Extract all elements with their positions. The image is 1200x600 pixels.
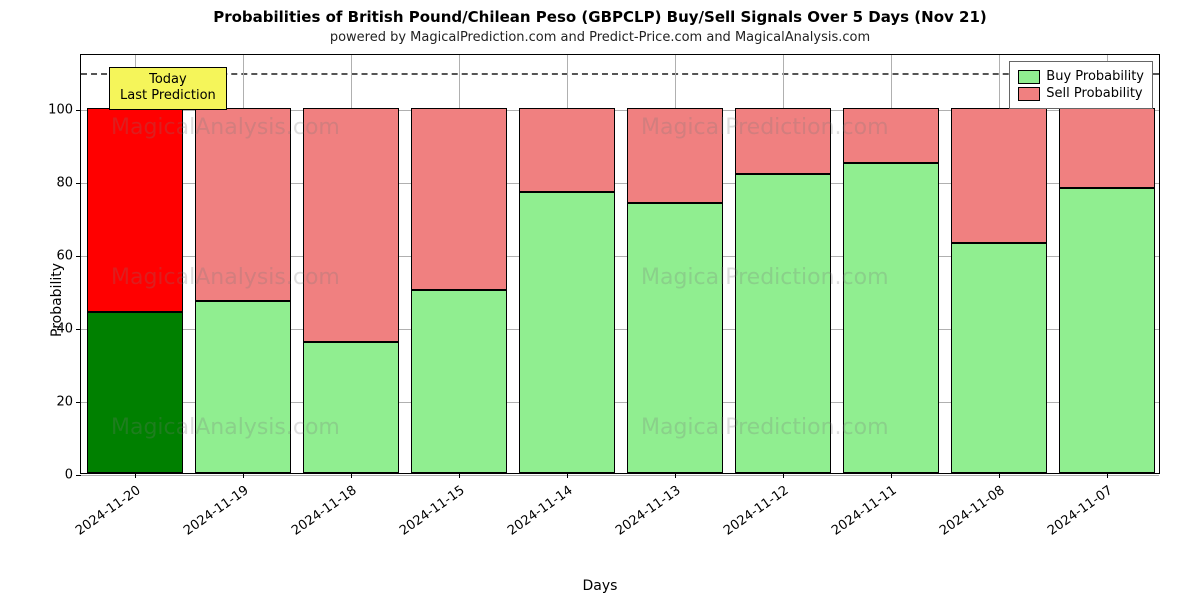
xtick-mark [135,473,136,478]
xtick-label: 2024-11-14 [505,483,576,539]
chart-subtitle: powered by MagicalPrediction.com and Pre… [0,30,1200,45]
legend-item: Sell Probability [1018,86,1144,101]
ytick-mark [76,110,81,111]
x-axis-label: Days [0,578,1200,594]
ytick-label: 0 [33,468,73,483]
bar-slot [87,53,182,473]
bar-slot [843,53,938,473]
ytick-mark [76,256,81,257]
xtick-mark [567,473,568,478]
legend-swatch [1018,70,1040,84]
xtick-mark [351,473,352,478]
today-annotation-line2: Last Prediction [120,88,216,104]
bar-sell [303,108,398,342]
bar-buy [951,243,1046,473]
bar-sell [843,108,938,163]
bar-buy [87,312,182,473]
bar-sell [627,108,722,203]
bar-slot [519,53,614,473]
bar-buy [843,163,938,473]
bar-slot [627,53,722,473]
ytick-label: 40 [33,321,73,336]
bar-buy [1059,188,1154,473]
bar-buy [195,301,290,473]
xtick-mark [891,473,892,478]
bar-sell [411,108,506,291]
xtick-label: 2024-11-12 [721,483,792,539]
chart-title: Probabilities of British Pound/Chilean P… [0,8,1200,26]
chart-container: Probabilities of British Pound/Chilean P… [0,0,1200,600]
xtick-label: 2024-11-20 [73,483,144,539]
bar-slot [1059,53,1154,473]
bar-sell [519,108,614,192]
xtick-mark [783,473,784,478]
legend-label: Buy Probability [1046,69,1144,84]
bar-sell [87,108,182,313]
xtick-label: 2024-11-07 [1045,483,1116,539]
ytick-label: 80 [33,175,73,190]
ytick-label: 20 [33,394,73,409]
bar-slot [735,53,830,473]
plot-area: 0204060801002024-11-202024-11-192024-11-… [80,54,1160,474]
bar-slot [195,53,290,473]
bar-sell [951,108,1046,243]
bar-sell [1059,108,1154,188]
bar-sell [735,108,830,174]
bar-buy [627,203,722,473]
ytick-mark [76,402,81,403]
bar-buy [411,290,506,473]
xtick-mark [675,473,676,478]
ytick-mark [76,329,81,330]
legend-item: Buy Probability [1018,69,1144,84]
xtick-label: 2024-11-19 [181,483,252,539]
xtick-mark [243,473,244,478]
xtick-mark [999,473,1000,478]
bar-buy [735,174,830,473]
xtick-label: 2024-11-08 [937,483,1008,539]
xtick-label: 2024-11-18 [289,483,360,539]
bar-slot [411,53,506,473]
bar-buy [303,342,398,473]
bar-buy [519,192,614,473]
ytick-mark [76,183,81,184]
ytick-label: 60 [33,248,73,263]
legend-swatch [1018,87,1040,101]
bar-slot [951,53,1046,473]
bar-sell [195,108,290,302]
xtick-mark [1107,473,1108,478]
today-annotation-line1: Today [120,72,216,88]
ytick-mark [76,475,81,476]
xtick-label: 2024-11-11 [829,483,900,539]
bar-slot [303,53,398,473]
xtick-mark [459,473,460,478]
legend: Buy Probability Sell Probability [1009,61,1153,109]
today-annotation: TodayLast Prediction [109,67,227,110]
xtick-label: 2024-11-15 [397,483,468,539]
legend-label: Sell Probability [1046,86,1142,101]
ytick-label: 100 [33,102,73,117]
xtick-label: 2024-11-13 [613,483,684,539]
